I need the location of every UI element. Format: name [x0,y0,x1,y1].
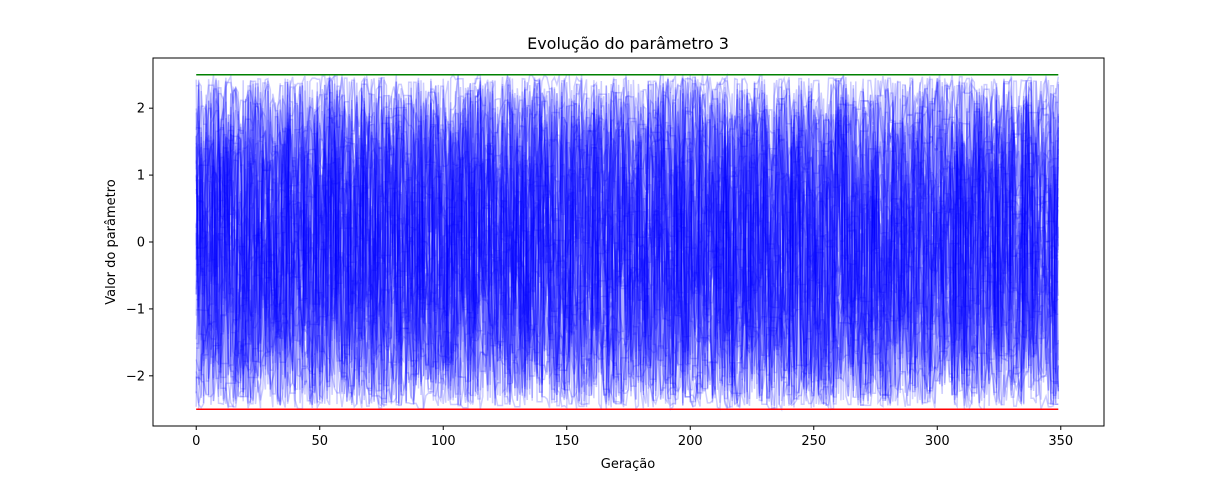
population-series-line [195,77,1059,409]
population-series-line [195,75,1060,411]
population-series-line [196,77,1060,408]
chart-title: Evolução do parâmetro 3 [527,34,729,53]
x-tick-label: 100 [431,434,456,449]
population-series-line [195,75,1059,410]
population-series-line [196,76,1060,406]
population-series-line [195,78,1059,410]
population-series-line [195,76,1060,409]
series-layer [195,72,1060,412]
population-series-line [195,76,1059,405]
population-series-line [195,76,1059,409]
population-series-line [195,75,1060,407]
population-series-line [195,74,1060,405]
population-series-line [195,77,1060,408]
population-series-line [195,74,1060,405]
population-series-line [196,75,1059,410]
population-series-line [195,76,1060,406]
population-series-line [195,75,1060,407]
x-axis: 0 50 100 150 200 250 300 350 [192,426,1073,449]
population-series-line [196,75,1060,409]
population-series-line [195,75,1059,405]
y-tick-label: 2 [137,102,145,117]
population-series-line [195,78,1059,409]
population-series-line [195,79,1060,410]
x-tick-label: 250 [801,434,826,449]
population-series-line [195,77,1060,406]
population-series-line [195,74,1060,407]
x-tick-label: 50 [311,434,328,449]
population-series-line [195,75,1059,408]
x-axis-title: Geração [601,457,655,472]
population-series-line [195,74,1060,407]
y-tick-label: 0 [137,236,145,251]
population-series-line [195,82,1059,407]
population-series-line [195,76,1060,410]
x-tick-label: 200 [678,434,703,449]
population-series-line [196,73,1060,410]
population-series-line [196,75,1060,408]
population-series-line [195,72,1060,409]
population-series-line [195,74,1060,408]
population-series-line [195,73,1059,408]
population-series-line [195,74,1060,409]
x-tick-label: 300 [925,434,950,449]
population-series-line [195,76,1060,409]
population-series-line [195,73,1060,406]
population-series-line [196,74,1060,410]
population-series-line [195,78,1060,409]
population-series-line [195,75,1059,408]
y-tick-label: −1 [126,302,145,317]
population-series-line [196,75,1060,411]
population-series-line [196,74,1060,410]
population-series-line [196,77,1060,409]
population-series-line [196,76,1059,409]
population-series-line [196,82,1060,408]
y-axis-title: Valor do parâmetro [104,179,119,305]
population-series-line [195,73,1060,411]
population-series-line [195,76,1059,409]
population-series-line [195,74,1060,409]
x-tick-label: 0 [192,434,200,449]
population-series-line [195,75,1060,412]
x-tick-label: 150 [554,434,579,449]
bounds-layer [196,73,1059,411]
population-series-line [195,76,1059,406]
y-axis: −2 −1 0 1 2 [126,102,153,384]
y-tick-label: −2 [126,369,145,384]
y-tick-label: 1 [137,169,145,184]
population-series-line [195,77,1060,405]
population-series-line [196,74,1059,401]
population-series-line [195,74,1059,411]
x-tick-label: 350 [1048,434,1073,449]
